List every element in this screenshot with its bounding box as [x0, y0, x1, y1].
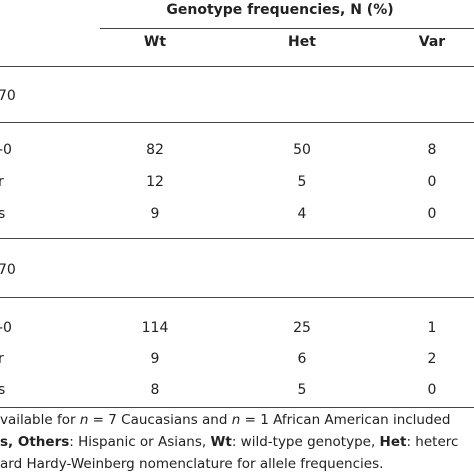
cell: 12: [146, 174, 164, 190]
footnote-text: Het: [379, 434, 407, 450]
row-label: r: [0, 351, 4, 367]
rule: [0, 66, 474, 67]
cell: 0: [427, 174, 437, 190]
footnote-text: : heterc: [406, 434, 459, 450]
footnote-line: ard Hardy-Weinberg nomenclature for alle…: [0, 456, 383, 472]
row-label: r: [0, 174, 4, 190]
rule: [0, 297, 474, 298]
group-label: 70: [0, 262, 16, 278]
cell: 6: [297, 351, 307, 367]
cell: 8: [150, 382, 160, 398]
cell: 9: [150, 206, 160, 222]
footnote-line: s, Others: Hispanic or Asians, Wt: wild-…: [0, 434, 458, 450]
rule: [100, 28, 474, 29]
cell: 0: [427, 206, 437, 222]
row-label: -0: [0, 320, 12, 336]
column-header: Var: [418, 34, 446, 50]
cell: 114: [141, 320, 169, 336]
footnote-text: : Hispanic or Asians,: [69, 434, 211, 450]
cell: 5: [297, 174, 307, 190]
rule: [0, 238, 474, 239]
footnote-text: : wild-type genotype,: [231, 434, 380, 450]
cell: 1: [427, 320, 437, 336]
cell: 9: [150, 351, 160, 367]
cell: 4: [297, 206, 307, 222]
footnote-line: vailable for n = 7 Caucasians and n = 1 …: [0, 412, 450, 428]
header-title: Genotype frequencies, N (%): [166, 2, 394, 18]
cell: 25: [293, 320, 311, 336]
rule: [0, 122, 474, 123]
row-label: s: [0, 206, 6, 222]
cell: 82: [146, 142, 164, 158]
rule: [0, 407, 474, 408]
footnote-text: = 1 African American included: [240, 412, 451, 428]
footnote-text: ard Hardy-Weinberg nomenclature for alle…: [0, 456, 384, 472]
footnote-text: Wt: [210, 434, 232, 450]
cell: 8: [427, 142, 437, 158]
group-label: 70: [0, 88, 16, 104]
row-label: s: [0, 382, 6, 398]
row-label: -0: [0, 142, 12, 158]
footnote-text: Others: [17, 434, 70, 450]
cell: 5: [297, 382, 307, 398]
footnote-text: vailable for: [0, 412, 80, 428]
column-header: Wt: [143, 34, 167, 50]
column-header: Het: [288, 34, 316, 50]
cell: 2: [427, 351, 437, 367]
cell: 0: [427, 382, 437, 398]
cell: 50: [293, 142, 311, 158]
footnote-text: n: [231, 412, 241, 428]
footnote-text: n: [79, 412, 89, 428]
footnote-text: = 7 Caucasians and: [88, 412, 232, 428]
footnote-text: s,: [0, 434, 18, 450]
